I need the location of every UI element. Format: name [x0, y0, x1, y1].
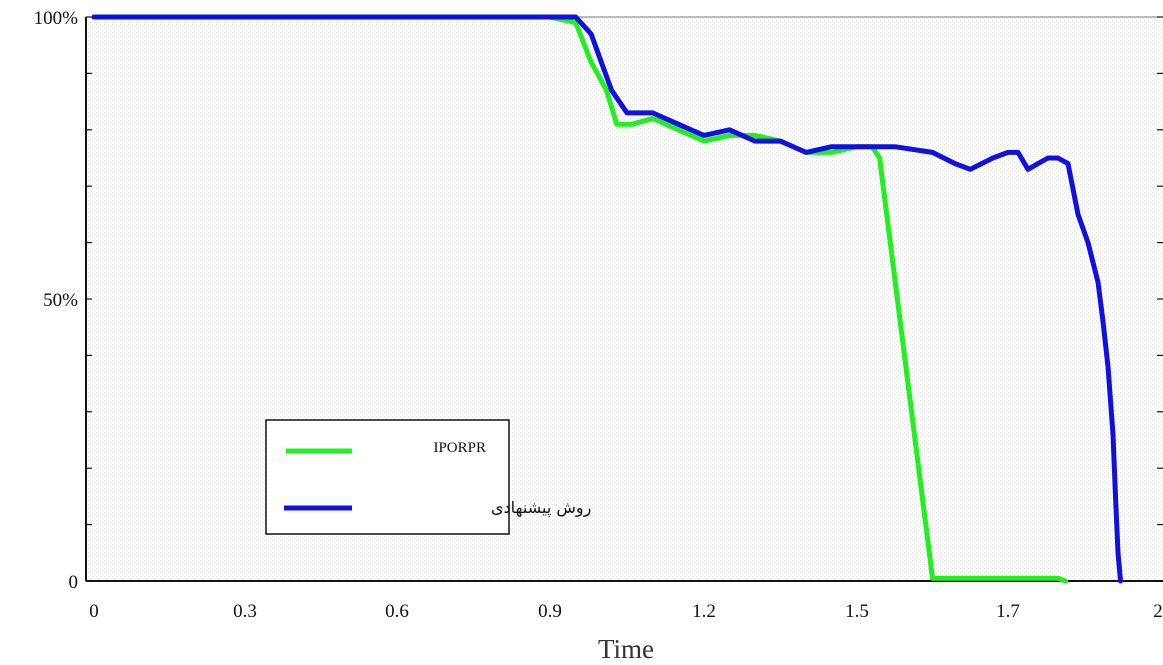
y-tick-label: 100% — [34, 8, 79, 29]
series-line-proposed — [91, 14, 1123, 584]
legend-label-proposed: روش پیشنهادی — [491, 498, 591, 518]
x-tick-label: 0.6 — [385, 601, 409, 622]
x-tick-label: 1.2 — [692, 601, 716, 622]
y-tick-label: 50% — [43, 290, 78, 311]
x-tick-label: 1.7 — [996, 601, 1020, 622]
x-tick-label: 0.3 — [233, 601, 257, 622]
x-tick-label: 2 — [1153, 601, 1163, 622]
series-layer — [91, 14, 1123, 584]
legend-box — [265, 419, 510, 535]
x-axis-title: Time — [598, 634, 654, 664]
legend: IPORPR روش پیشنهادی — [265, 419, 591, 535]
legend-label-ipor: IPORPR — [433, 440, 486, 456]
y-tick-label: 0 — [69, 572, 79, 593]
x-tick-label: 0.9 — [538, 601, 562, 622]
y-axis-ticks: 0 50% 100% — [34, 8, 1163, 593]
x-tick-label: 0 — [89, 601, 99, 622]
x-tick-label: 1.5 — [845, 601, 869, 622]
x-axis-ticks: 0 0.3 0.6 0.9 1.2 1.5 1.7 2 — [89, 601, 1163, 622]
plot-area — [86, 17, 1163, 581]
